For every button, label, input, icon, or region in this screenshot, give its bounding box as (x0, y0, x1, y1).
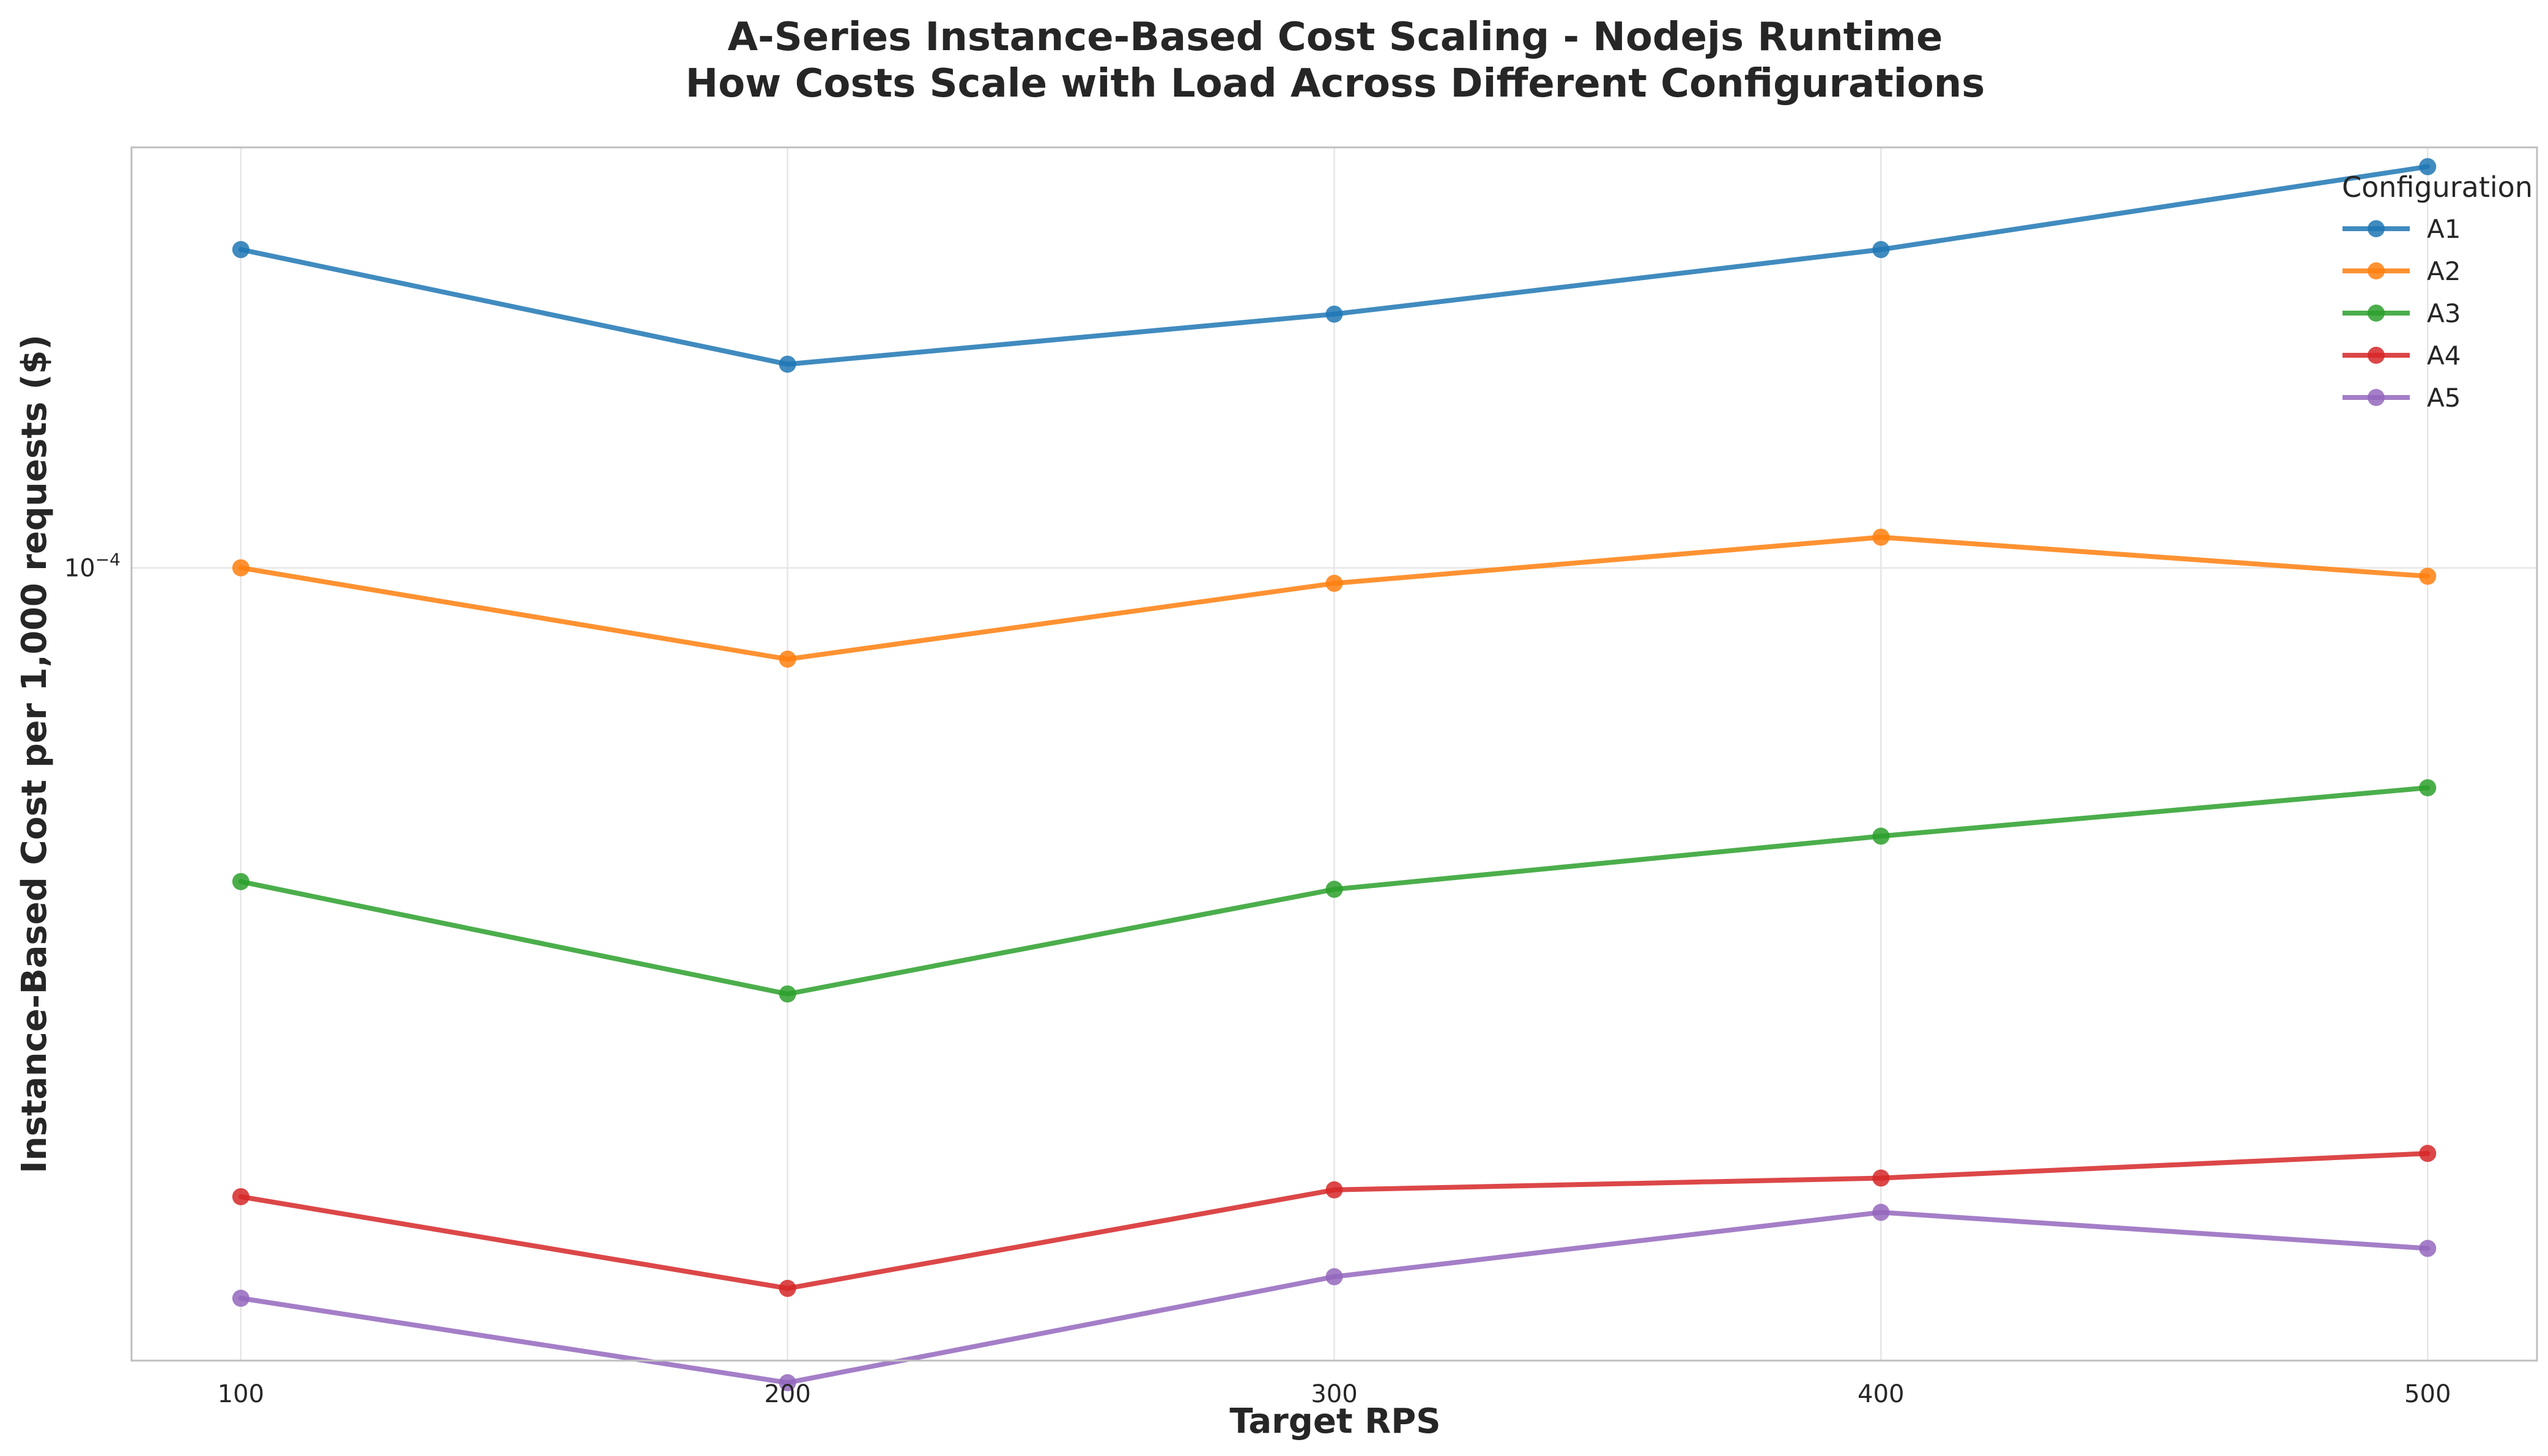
legend-item-a2: A2 (2342, 256, 2461, 286)
legend-label: A3 (2427, 298, 2461, 328)
legend-swatch-marker (2368, 262, 2385, 279)
data-point (232, 1290, 250, 1307)
x-tick-label: 400 (1857, 1380, 1904, 1408)
data-point (779, 355, 796, 373)
legend: Configuration A1 A2 A3 A4 A5 (2342, 171, 2533, 413)
plot-frame (130, 146, 2538, 1362)
grid (131, 147, 2537, 1361)
series-a4 (232, 1145, 2437, 1297)
y-axis-label: Instance-Based Cost per 1,000 requests (… (15, 334, 54, 1173)
y-axis-ticks: 10−4 (64, 550, 120, 583)
data-point (1325, 305, 1343, 323)
chart-title: A-Series Instance-Based Cost Scaling - N… (728, 15, 1943, 60)
x-tick-label: 100 (218, 1380, 264, 1408)
data-point (232, 241, 250, 259)
x-axis-label: Target RPS (1229, 1402, 1440, 1441)
y-tick-label: 10−4 (64, 550, 120, 583)
data-point (232, 873, 250, 890)
legend-swatch-marker (2368, 220, 2385, 237)
legend-swatch-marker (2368, 305, 2385, 322)
data-point (232, 559, 250, 577)
legend-title: Configuration (2342, 171, 2533, 204)
data-point (2419, 158, 2437, 176)
legend-swatch-marker (2368, 389, 2385, 406)
legend-label: A4 (2427, 341, 2461, 371)
data-point (2419, 1240, 2437, 1257)
data-point (2419, 779, 2437, 797)
data-point (1872, 1203, 1890, 1221)
chart-subtitle: How Costs Scale with Load Across Differe… (686, 61, 1985, 106)
legend-item-a1: A1 (2342, 214, 2461, 244)
x-axis-ticks: 100 200 300 400 500 (218, 1380, 2451, 1408)
data-point (779, 985, 796, 1003)
x-tick-label: 300 (1311, 1380, 1357, 1408)
legend-item-a4: A4 (2342, 341, 2461, 371)
legend-swatch-marker (2368, 347, 2385, 364)
series-a1 (232, 158, 2437, 373)
legend-label: A1 (2427, 214, 2461, 244)
data-point (1872, 528, 1890, 546)
legend-label: A5 (2427, 383, 2461, 413)
series-a3 (232, 779, 2437, 1003)
data-point (1325, 574, 1343, 592)
x-tick-label: 200 (764, 1380, 810, 1408)
legend-label: A2 (2427, 256, 2461, 286)
data-point (1872, 1169, 1890, 1187)
data-point (1325, 881, 1343, 898)
data-point (232, 1188, 250, 1205)
series-a5 (232, 1203, 2437, 1392)
data-point (1872, 241, 1890, 259)
data-point (1872, 827, 1890, 845)
data-point (2419, 567, 2437, 585)
data-point (779, 650, 796, 668)
x-tick-label: 500 (2404, 1380, 2451, 1408)
data-point (779, 1279, 796, 1297)
series-a2 (232, 528, 2437, 668)
legend-item-a3: A3 (2342, 298, 2461, 328)
series-layer (232, 158, 2437, 1392)
data-point (1325, 1268, 1343, 1285)
data-point (2419, 1145, 2437, 1162)
data-point (1325, 1181, 1343, 1199)
data-point (779, 1374, 796, 1392)
legend-item-a5: A5 (2342, 383, 2461, 413)
